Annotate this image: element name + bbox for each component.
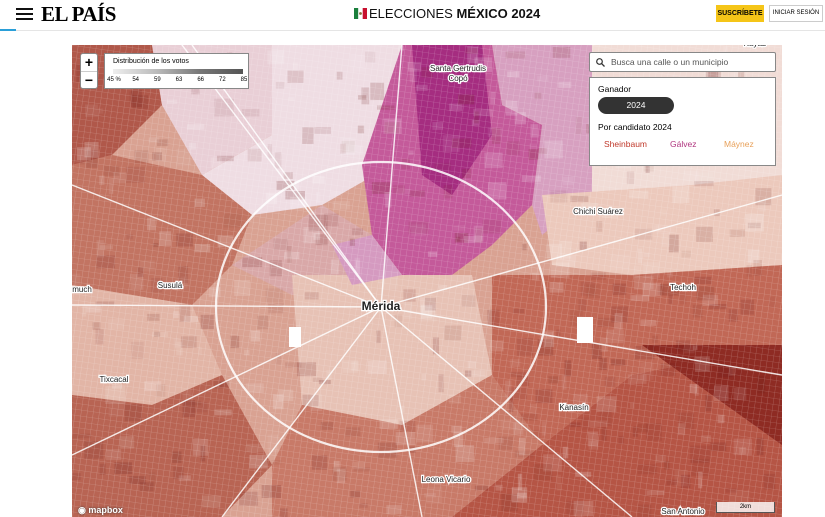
place-label: Tixcacal [99,375,128,384]
by-candidate-title: Por candidato 2024 [598,122,672,132]
legend-label: 59 [153,77,161,83]
year-button[interactable]: 2024 [598,97,674,114]
place-label: Copó [448,74,468,83]
legend-label: 45 % [107,77,121,83]
legend-label: 66 [197,77,204,83]
search-icon [596,58,605,67]
flag [354,8,367,19]
menu-button[interactable] [16,8,33,20]
legend-label: 85 [240,77,248,83]
scale-bar: 2km [716,502,775,513]
road [380,306,423,517]
road [72,304,382,308]
place-label: Susulá [158,281,183,290]
road [221,306,382,517]
zoom-in[interactable]: + [81,54,97,72]
title-main: MÉXICO 2024 [456,6,541,21]
zoom-out[interactable]: − [84,72,94,88]
road [72,306,382,456]
open-area [289,327,301,347]
place-label: Chichi Suárez [573,207,623,216]
legend-label: 72 [218,77,226,83]
winner-title: Ganador [598,84,632,94]
login-button[interactable]: INICIAR SESIÓN [769,5,823,22]
mapbox-icon: ◉ [78,505,89,515]
place-label: Kanasín [559,403,588,412]
search-box[interactable]: Busca una calle o un municipio [589,52,776,72]
legend-bar [113,69,243,74]
road [72,184,382,308]
search-placeholder: Busca una calle o un municipio [611,57,729,67]
legend: Distribución de los votos 45 % 54 59 63 66 72… [104,53,249,89]
place-label: San Antonio [661,507,705,516]
candidate-button[interactable]: Máynez [724,139,754,149]
road [380,306,633,517]
attribution-text: mapbox [88,505,123,515]
legend-label: 54 [132,77,139,83]
place-label: Kayab [744,45,767,48]
section-title: ELECCIONES MÉXICO 2024 [369,6,540,21]
place-label: Techoh [670,283,696,292]
legend-label: 63 [175,77,183,83]
road [380,194,782,308]
header: EL PAÍS ELECCIONES MÉXICO 2024 SUSCRÍBET… [0,0,825,31]
candidate-button[interactable]: Gálvez [670,139,697,149]
candidate-button[interactable]: Sheinbaum [604,139,648,149]
legend-title: Distribución de los votos [113,58,189,65]
subscribe-button[interactable]: SUSCRÍBETE [716,5,764,22]
place-label: Leona Vicario [422,475,471,484]
open-area [577,317,593,343]
place-label: Santa Gertrudis [430,64,486,73]
ring-road [214,160,548,454]
zoom-control: + − [80,53,98,89]
road [380,45,403,308]
place-label: much [72,285,92,294]
title-prefix: ELECCIONES [369,6,453,21]
attribution[interactable]: ◉ mapbox [78,505,123,516]
progress-bar [0,29,16,31]
control-panel: Ganador 2024 Por candidato 2024 Sheinbau… [589,77,776,166]
place-label: Mérida [362,299,401,313]
logo[interactable]: EL PAÍS [41,2,116,26]
